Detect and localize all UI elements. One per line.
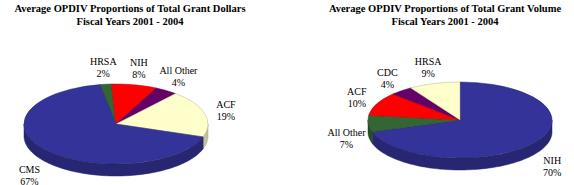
slice-label: CDC bbox=[377, 67, 398, 78]
slice-value-label: 4% bbox=[381, 79, 394, 90]
pie-marks bbox=[24, 84, 208, 176]
slice-label: ACF bbox=[347, 86, 367, 97]
pie-slice bbox=[24, 85, 203, 164]
slice-label: All Other bbox=[159, 65, 198, 76]
slice-value-label: 4% bbox=[172, 77, 185, 88]
pie-top bbox=[368, 82, 552, 158]
pie-chart: Average OPDIV Proportions of Total Grant… bbox=[15, 3, 246, 185]
slice-value-label: 19% bbox=[217, 111, 235, 122]
slice-value-label: 9% bbox=[422, 68, 435, 79]
pie-marks bbox=[368, 82, 552, 170]
chart-title: Average OPDIV Proportions of Total Grant… bbox=[329, 3, 562, 14]
slice-value-label: 70% bbox=[543, 167, 561, 178]
slice-label: CMS bbox=[19, 164, 40, 175]
slice-label: ACF bbox=[216, 99, 236, 110]
data-labels: HRSA2% NIH8% All Other4% ACF19% CMS67% bbox=[19, 56, 236, 185]
slice-value-label: 67% bbox=[20, 176, 38, 185]
chart-subtitle: Fiscal Years 2001 - 2004 bbox=[77, 16, 185, 27]
slice-label: NIH bbox=[130, 57, 148, 68]
slice-value-label: 7% bbox=[340, 139, 353, 150]
slice-value-label: 10% bbox=[348, 98, 366, 109]
chart-title: Average OPDIV Proportions of Total Grant… bbox=[15, 3, 246, 14]
slice-value-label: 2% bbox=[97, 68, 110, 79]
chart-canvas: Average OPDIV Proportions of Total Grant… bbox=[0, 0, 574, 185]
slice-value-label: 8% bbox=[132, 69, 145, 80]
pie-chart: Average OPDIV Proportions of Total Grant… bbox=[327, 3, 561, 178]
slice-label: NIH bbox=[543, 155, 561, 166]
chart-subtitle: Fiscal Years 2001 - 2004 bbox=[392, 16, 500, 27]
data-labels: NIH70% All Other7% ACF10% CDC4% HRSA9% bbox=[327, 56, 561, 178]
pie-top bbox=[24, 84, 208, 164]
pie-slice bbox=[411, 82, 460, 120]
slice-label: HRSA bbox=[90, 56, 117, 67]
slice-label: HRSA bbox=[415, 56, 442, 67]
slice-label: All Other bbox=[327, 127, 366, 138]
